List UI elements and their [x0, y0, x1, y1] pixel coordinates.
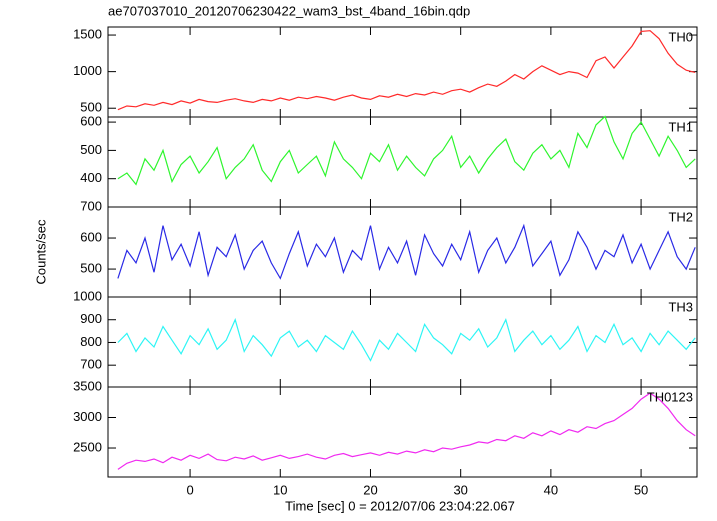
y-tick-label: 500: [80, 100, 102, 115]
series-line: [117, 392, 696, 470]
y-tick-label: 500: [80, 142, 102, 157]
x-tick-label: 20: [363, 482, 377, 497]
x-tick-label: 30: [453, 482, 467, 497]
series-label: TH2: [668, 209, 693, 224]
panel-frame: [107, 26, 698, 118]
series-label: TH0: [668, 29, 693, 44]
y-axis-label: Counts/sec: [33, 219, 48, 285]
y-tick-label: 700: [80, 198, 102, 213]
series-label: TH0123: [647, 389, 693, 404]
y-tick-label: 2500: [73, 439, 102, 454]
x-tick-label: 0: [186, 482, 193, 497]
y-tick-label: 900: [80, 311, 102, 326]
series-label: TH3: [668, 299, 693, 314]
y-tick-label: 400: [80, 170, 102, 185]
y-tick-label: 700: [80, 357, 102, 372]
y-tick-label: 600: [80, 229, 102, 244]
y-tick-label: 1000: [73, 63, 102, 78]
y-tick-label: 600: [80, 114, 102, 129]
y-tick-label: 1000: [73, 288, 102, 303]
y-tick-label: 800: [80, 334, 102, 349]
series-label: TH1: [668, 119, 693, 134]
series-line: [117, 115, 696, 186]
panel-frame: [107, 386, 698, 478]
series-line: [117, 30, 696, 111]
series-line: [117, 223, 696, 280]
x-tick-label: 10: [273, 482, 287, 497]
chart-title: ae707037010_20120706230422_wam3_bst_4ban…: [108, 3, 470, 18]
series-line: [117, 317, 696, 362]
y-tick-label: 3000: [73, 409, 102, 424]
x-axis-label: Time [sec] 0 = 2012/07/06 23:04:22.067: [285, 498, 515, 513]
x-tick-label: 50: [634, 482, 648, 497]
y-tick-label: 1500: [73, 26, 102, 41]
y-tick-label: 500: [80, 261, 102, 276]
x-tick-label: 40: [544, 482, 558, 497]
y-tick-label: 3500: [73, 378, 102, 393]
